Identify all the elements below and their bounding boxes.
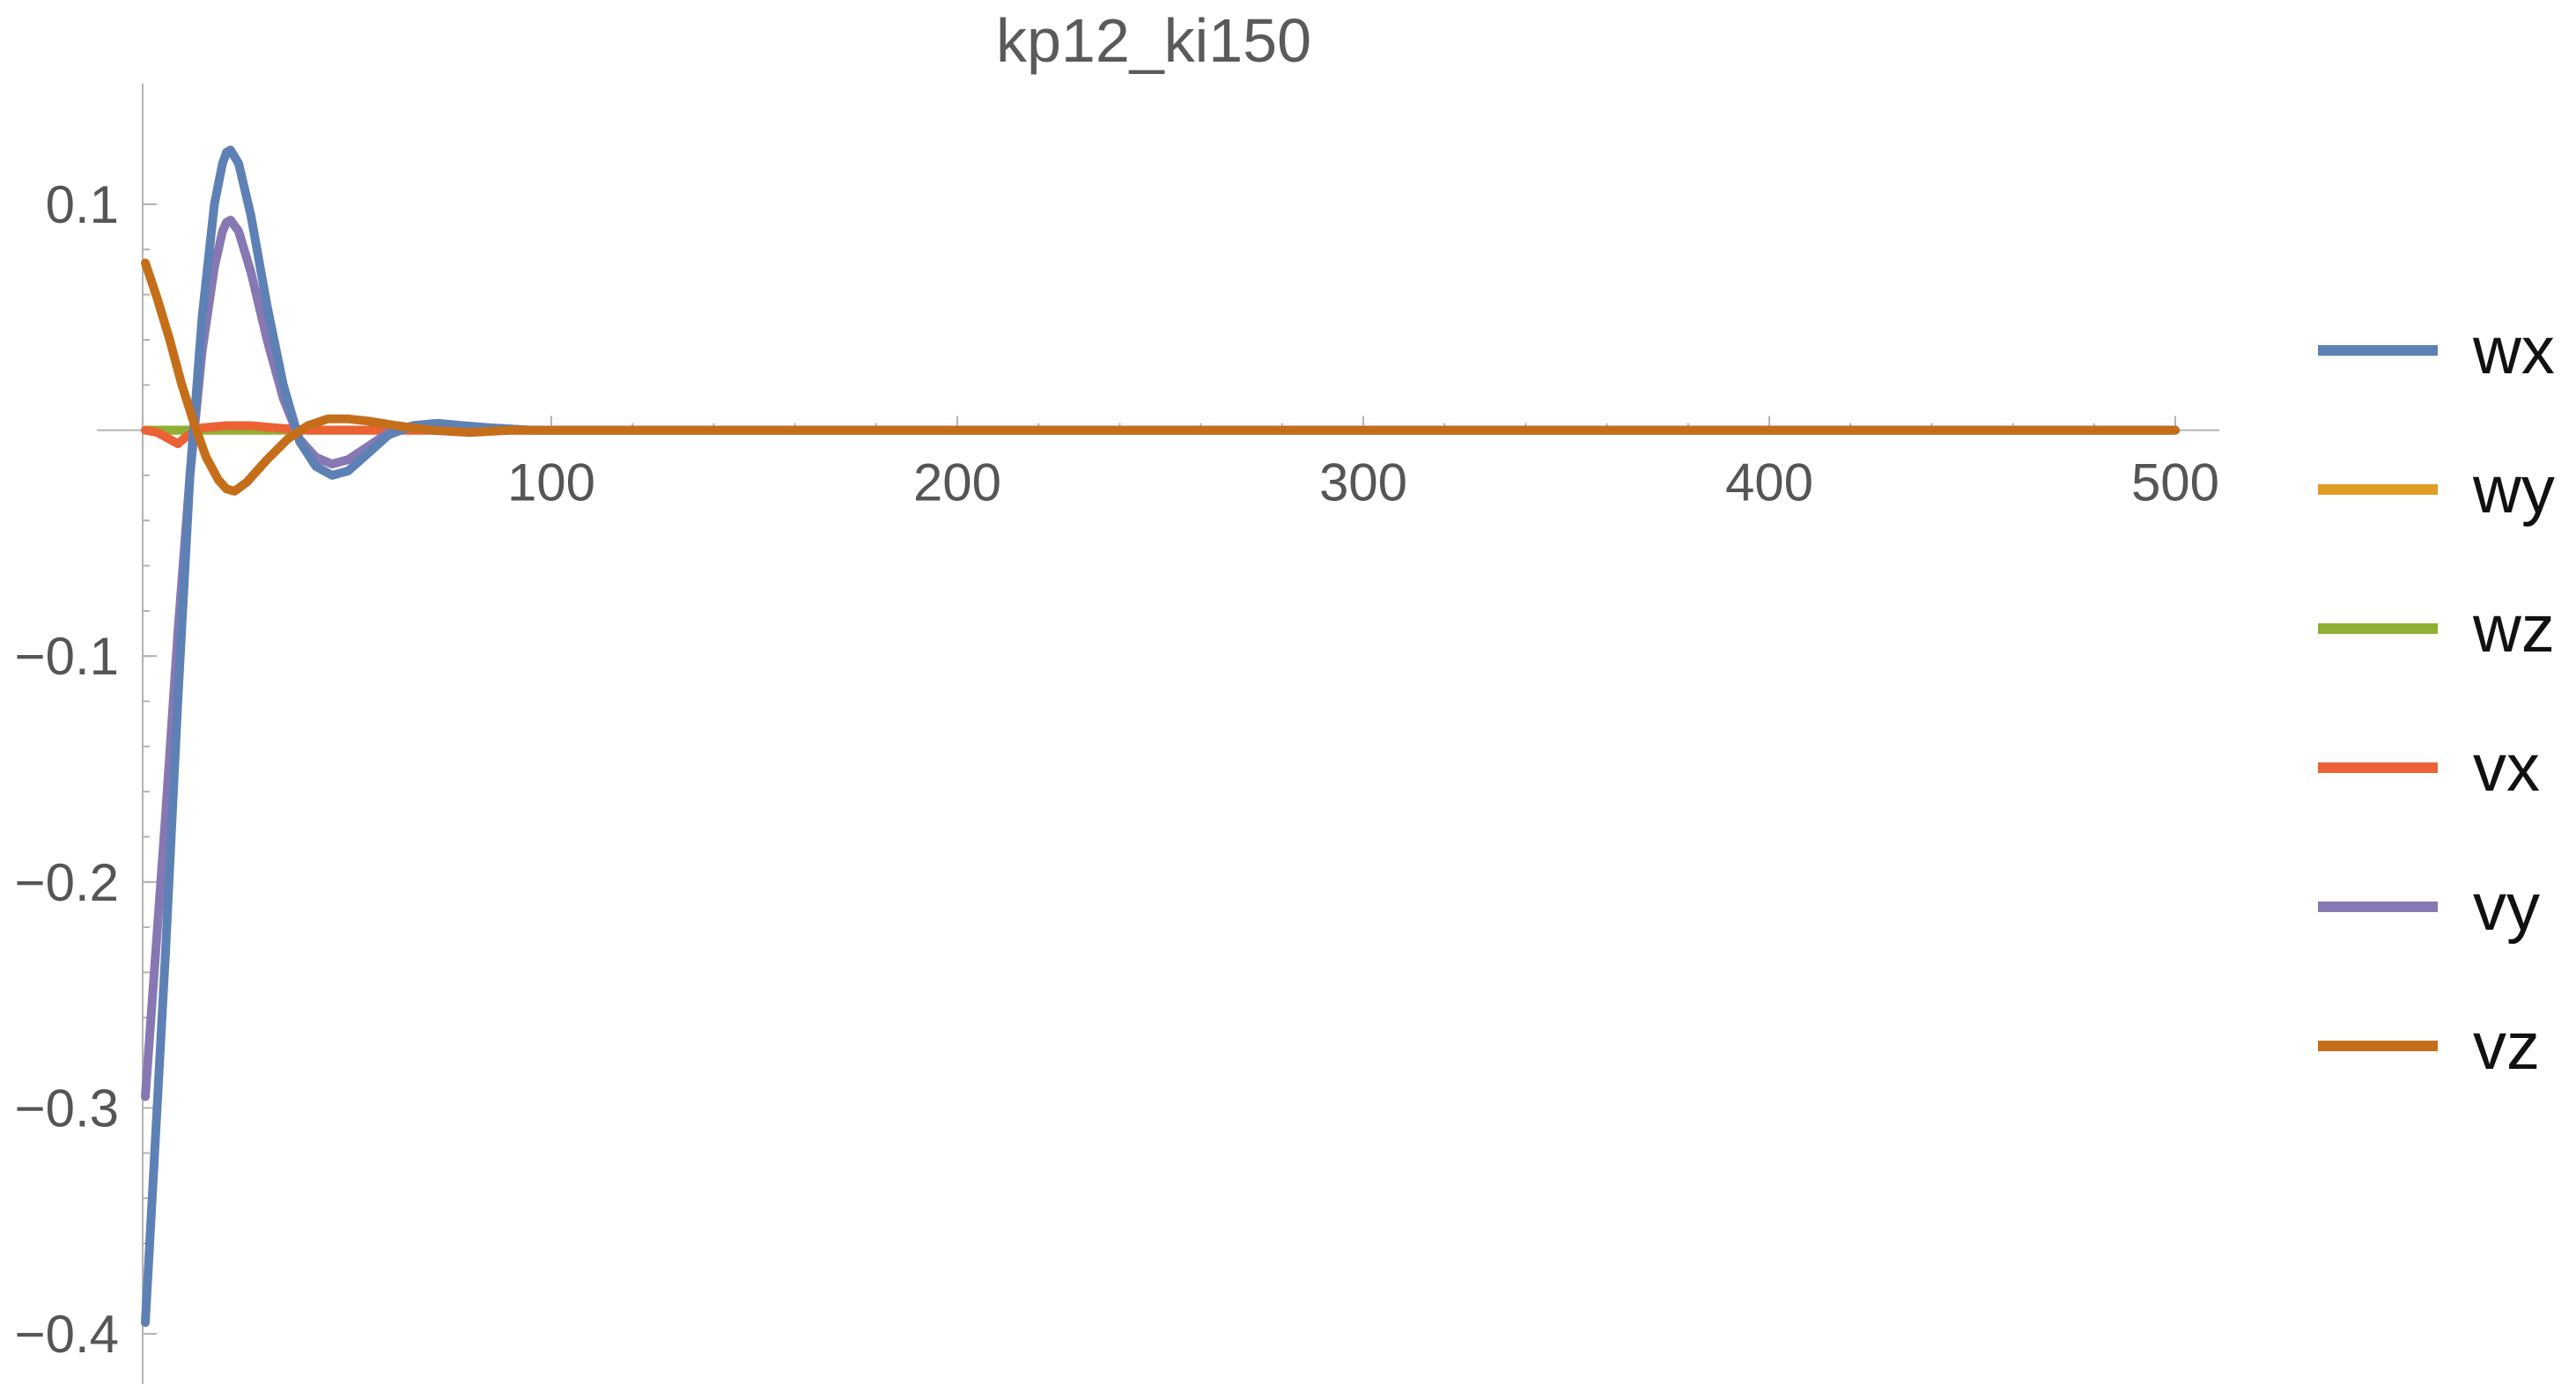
y-tick-label: −0.4: [15, 1305, 119, 1364]
legend-label-wz: wz: [2472, 592, 2555, 666]
series-line-vz: [141, 258, 2180, 496]
y-tick-label: −0.3: [15, 1078, 119, 1137]
x-tick-label: 300: [1319, 453, 1407, 512]
series-line-vy: [141, 216, 2180, 1101]
x-tick-label: 200: [913, 453, 1001, 512]
x-tick-label: 400: [1725, 453, 1813, 512]
x-tick-label: 100: [507, 453, 595, 512]
legend: wx wy wz vx vy vz: [2318, 313, 2555, 1084]
legend-label-wy: wy: [2472, 453, 2555, 527]
legend-label-vy: vy: [2473, 870, 2540, 945]
legend-label-wx: wx: [2472, 313, 2555, 388]
x-tick-label: 500: [2131, 453, 2219, 512]
y-tick-label: −0.1: [15, 627, 119, 686]
series-layer: [141, 145, 2180, 1328]
y-tick-label: −0.2: [15, 853, 119, 912]
axes: 100 200 300 400 500 0.1 −0.1 −0.2 −0.3 −0.4: [15, 84, 2219, 1384]
series-line-wx: [141, 145, 2180, 1328]
chart-title: kp12_ki150: [996, 6, 1311, 75]
legend-label-vx: vx: [2473, 731, 2540, 806]
y-tick-label: 0.1: [46, 175, 119, 234]
legend-label-vz: vz: [2473, 1009, 2540, 1084]
